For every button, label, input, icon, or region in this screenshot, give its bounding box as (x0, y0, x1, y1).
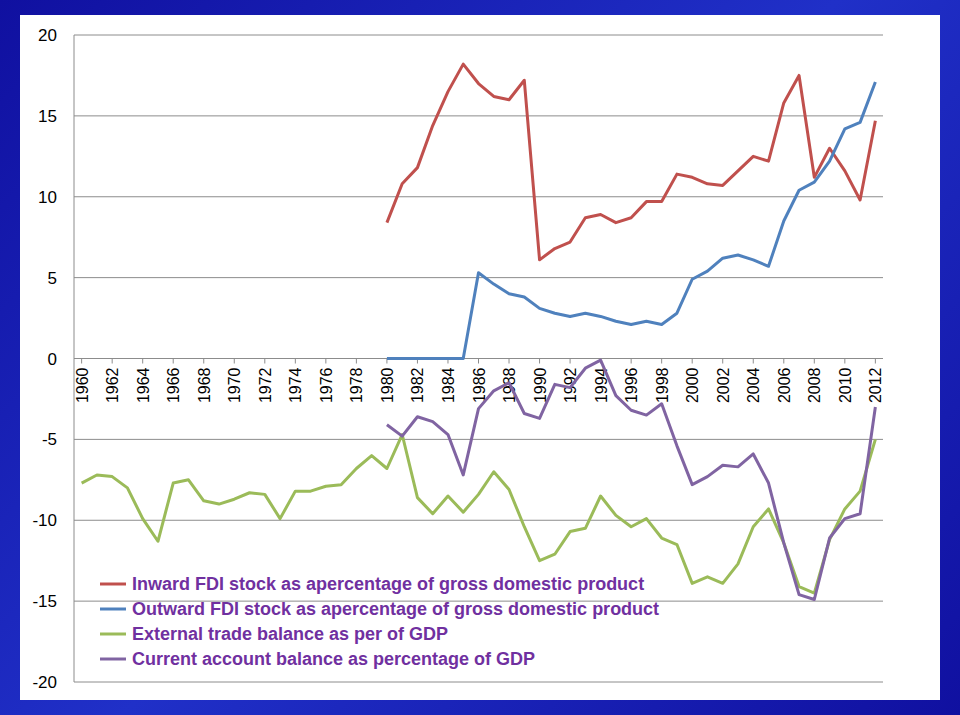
x-tick (509, 359, 510, 364)
x-tick-label: 2006 (776, 367, 793, 403)
x-tick-label: 1964 (135, 367, 152, 403)
x-tick-label: 1970 (226, 367, 243, 403)
legend-key (100, 583, 126, 586)
y-tick-label: 20 (38, 26, 57, 45)
legend-label: Current account balance as percentage of… (132, 649, 535, 669)
x-tick (844, 359, 845, 364)
grid-line (74, 196, 883, 197)
x-tick (814, 359, 815, 364)
y-tick-label: -5 (42, 430, 57, 449)
x-tick-label: 1974 (287, 367, 304, 403)
x-tick (234, 359, 235, 364)
y-tick-label: -15 (32, 592, 57, 611)
x-tick-label: 1990 (532, 367, 549, 403)
panel (20, 15, 940, 700)
legend-label: Outward FDI stock as apercentage of gros… (132, 599, 659, 619)
x-tick-label: 1972 (257, 367, 274, 403)
x-tick-label: 2000 (684, 367, 701, 403)
x-tick-label: 1984 (440, 367, 457, 403)
x-tick-label: 1960 (74, 367, 91, 403)
x-tick (753, 359, 754, 364)
x-tick-label: 1982 (409, 367, 426, 403)
x-tick (722, 359, 723, 364)
x-tick-label: 2012 (867, 367, 884, 403)
y-tick-label: -20 (32, 673, 57, 692)
y-tick-label: 15 (38, 107, 57, 126)
grid-line (74, 682, 883, 683)
x-tick (203, 359, 204, 364)
x-tick (112, 359, 113, 364)
x-tick-label: 1998 (654, 367, 671, 403)
legend-key (100, 658, 126, 661)
y-tick-label: 5 (48, 269, 57, 288)
x-tick (142, 359, 143, 364)
x-tick-label: 1978 (348, 367, 365, 403)
x-tick (539, 359, 540, 364)
plot-lines (82, 64, 876, 599)
x-tick-label: 1976 (318, 367, 335, 403)
series-line (387, 64, 875, 260)
series-line (387, 82, 875, 359)
legend-label: External trade balance as per of GDP (132, 624, 448, 644)
x-tick-label: 1980 (379, 367, 396, 403)
legend-label: Inward FDI stock as apercentage of gross… (132, 574, 644, 594)
x-tick (356, 359, 357, 364)
x-tick (325, 359, 326, 364)
grid-line (74, 439, 883, 440)
grid-line (74, 115, 883, 116)
x-tick-label: 2008 (806, 367, 823, 403)
y-tick-label: 10 (38, 188, 57, 207)
x-tick (295, 359, 296, 364)
y-tick-label: 0 (48, 350, 57, 369)
grid-line (74, 35, 883, 36)
legend-key (100, 608, 126, 611)
x-tick (478, 359, 479, 364)
x-tick-label: 2002 (715, 367, 732, 403)
x-tick (631, 359, 632, 364)
x-tick-label: 2004 (745, 367, 762, 403)
grid-line (74, 520, 883, 521)
x-tick (264, 359, 265, 364)
y-tick-label: -10 (32, 511, 57, 530)
chart: -20 -15 -10 -5 0 5 10 15 20 1960 1962 1964 1966 1968 1… (0, 0, 960, 715)
legend-key (100, 633, 126, 636)
x-tick-label: 1968 (196, 367, 213, 403)
x-tick-label: 2010 (837, 367, 854, 403)
x-tick-label: 1962 (104, 367, 121, 403)
x-tick (875, 359, 876, 364)
legend: Inward FDI stock as apercentage of gross… (100, 574, 659, 669)
x-tick (692, 359, 693, 364)
x-tick (661, 359, 662, 364)
x-tick (783, 359, 784, 364)
x-tick (570, 359, 571, 364)
x-tick-label: 1996 (623, 367, 640, 403)
x-tick-label: 1986 (471, 367, 488, 403)
x-tick (81, 359, 82, 364)
x-tick (173, 359, 174, 364)
series-line (387, 360, 875, 599)
x-tick-label: 1966 (165, 367, 182, 403)
